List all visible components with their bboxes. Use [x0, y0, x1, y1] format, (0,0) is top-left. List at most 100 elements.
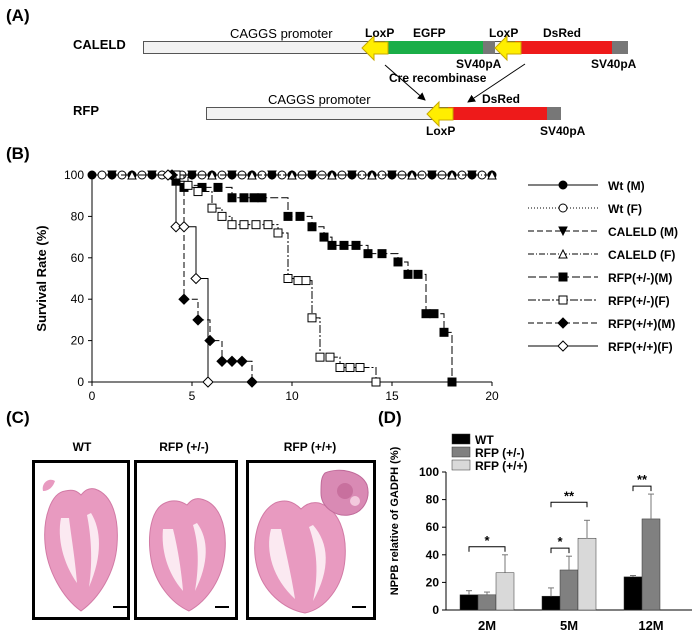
- legend-entry: Wt (F): [528, 202, 642, 216]
- loxp-label-3: LoxP: [426, 124, 456, 138]
- legend-entry: RFP(+/-)(F): [528, 294, 670, 308]
- legend-marker: [558, 295, 568, 305]
- construct-rfp-name: RFP: [73, 103, 99, 118]
- significance-bracket: [550, 547, 570, 554]
- sv40pa-label-3: SV40pA: [540, 124, 586, 138]
- data-point: [216, 355, 228, 368]
- data-point: [413, 269, 423, 279]
- legend-marker: [557, 317, 569, 329]
- significance-bracket: [468, 546, 506, 552]
- data-point: [162, 169, 174, 181]
- loxp-arrow-3: [426, 100, 454, 128]
- sv40pa-label-1: SV40pA: [456, 57, 502, 71]
- data-point: [355, 363, 365, 373]
- data-point: [170, 221, 182, 233]
- bar: [477, 594, 497, 611]
- sv40pa-segment-2: [612, 41, 628, 54]
- heart-title-wt: WT: [72, 440, 92, 454]
- data-point: [327, 240, 337, 250]
- loxp-label-1: LoxP: [365, 26, 395, 40]
- data-point: [257, 193, 267, 203]
- egfp-label: EGFP: [413, 26, 446, 40]
- legend-label: CALELD (F): [608, 248, 675, 262]
- significance-label: *: [484, 533, 490, 548]
- data-point: [319, 232, 329, 242]
- heart-tissue-rfp-hom: [254, 469, 369, 614]
- data-point: [371, 377, 381, 387]
- data-point: [247, 169, 257, 180]
- panel-c-label: (C): [6, 408, 30, 427]
- data-point: [217, 211, 227, 221]
- legend-label: Wt (F): [608, 202, 642, 216]
- data-point: [236, 355, 248, 368]
- legend-swatch: [451, 446, 471, 458]
- legend-swatch: [451, 433, 471, 445]
- data-point: [447, 169, 457, 180]
- data-point: [239, 193, 249, 203]
- data-point: [263, 220, 273, 230]
- bar: [541, 595, 561, 611]
- dsred-label-1: DsRed: [543, 26, 582, 40]
- data-point: [251, 220, 261, 230]
- data-point: [227, 220, 237, 230]
- panel-b-label: (B): [6, 144, 30, 163]
- data-point: [273, 228, 283, 238]
- data-point: [345, 363, 355, 373]
- data-point: [363, 249, 373, 259]
- loxp-label-2: LoxP: [489, 26, 519, 40]
- data-point: [246, 376, 258, 388]
- y-tick-label: 0: [77, 375, 84, 389]
- significance-label: **: [637, 472, 648, 487]
- sv40pa-segment-1: [483, 41, 495, 54]
- data-point: [339, 240, 349, 250]
- data-point: [239, 220, 249, 230]
- legend-label: RFP(+/-)(M): [608, 271, 672, 285]
- data-point: [249, 193, 259, 203]
- legend-label: CALELD (M): [608, 225, 678, 239]
- data-point: [307, 313, 317, 323]
- legend-label: RFP(+/+)(M): [608, 317, 675, 331]
- data-point: [487, 169, 497, 180]
- significance-bracket: [550, 501, 588, 508]
- heart-title-rfp-hom: RFP (+/+): [283, 440, 337, 454]
- data-point: [107, 170, 117, 181]
- data-point: [295, 211, 305, 221]
- data-point: [335, 363, 345, 373]
- loxp-arrow-1: [361, 34, 389, 62]
- series-4: [167, 170, 457, 387]
- nppb-chart: 0 20 40 60 80 100 NPPB relative of GADPH (%) 2M…: [389, 433, 692, 630]
- data-point: [226, 355, 238, 368]
- heart-tissue-wt: [42, 479, 118, 612]
- x-tick-label: 10: [285, 389, 299, 403]
- cre-recombinase-label: Cre recombinase: [389, 71, 487, 85]
- legend-swatch: [451, 459, 471, 471]
- data-point: [367, 169, 377, 180]
- legend-marker: [558, 226, 568, 237]
- data-point: [429, 309, 439, 319]
- category-label: 12M: [638, 618, 663, 630]
- bar: [495, 572, 515, 611]
- y-tick-label: 60: [426, 520, 440, 534]
- legend-label: Wt (M): [608, 179, 645, 193]
- data-point: [87, 170, 97, 180]
- y-tick-label: 20: [426, 575, 440, 589]
- data-point: [447, 377, 457, 387]
- legend-label: RFP(+/-)(F): [608, 294, 670, 308]
- heart-section-rfp-het: [134, 460, 238, 620]
- legend-entry: CALELD (M): [528, 225, 678, 239]
- legend-label: RFP(+/+)(F): [608, 340, 673, 354]
- data-point: [421, 309, 431, 319]
- y-axis-label: NPPB relative of GADPH (%): [389, 446, 401, 595]
- legend-label: RFP (+/-): [475, 446, 524, 460]
- y-tick-label: 0: [432, 603, 439, 617]
- data-point: [207, 169, 217, 180]
- x-tick-label: 20: [485, 389, 499, 403]
- y-tick-label: 100: [64, 168, 84, 182]
- legend-label: RFP (+/+): [475, 459, 527, 473]
- x-tick-label: 0: [89, 389, 96, 403]
- loxp-arrow-2: [494, 34, 522, 62]
- data-point: [183, 180, 193, 190]
- y-tick-label: 40: [426, 548, 440, 562]
- significance-label: *: [557, 534, 563, 549]
- series-line: [176, 174, 377, 382]
